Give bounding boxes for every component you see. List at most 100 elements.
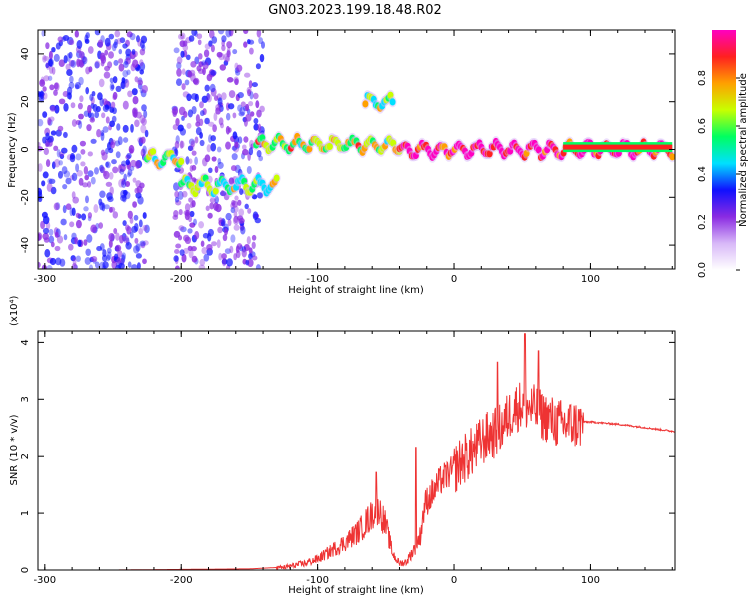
noise-speck (246, 166, 252, 174)
noise-speck (54, 158, 61, 168)
noise-speck (61, 147, 68, 154)
noise-speck (254, 217, 261, 224)
noise-speck (71, 207, 76, 216)
noise-speck (87, 151, 93, 157)
noise-speck (257, 192, 264, 199)
noise-speck (259, 105, 265, 113)
noise-speck (108, 232, 115, 242)
noise-speck (193, 218, 197, 226)
noise-speck (50, 241, 55, 248)
noise-speck (40, 76, 45, 85)
noise-speck (134, 222, 139, 232)
noise-speck (243, 30, 249, 35)
noise-speck (191, 164, 197, 171)
noise-speck (48, 235, 55, 244)
noise-speck (123, 60, 129, 69)
noise-speck (190, 60, 197, 68)
noise-speck (225, 112, 231, 121)
noise-speck (238, 208, 245, 217)
noise-speck (54, 245, 61, 252)
noise-speck (41, 30, 46, 37)
noise-speck (115, 264, 121, 269)
noise-speck (233, 211, 238, 217)
noise-speck (38, 261, 41, 268)
noise-speck (194, 30, 199, 37)
noise-speck (204, 43, 211, 50)
noise-speck (70, 59, 77, 68)
noise-speck (237, 104, 243, 112)
noise-speck (188, 197, 194, 203)
noise-speck (184, 79, 190, 86)
spectrogram-y-axis-label: Frequency (Hz) (7, 112, 18, 188)
noise-speck (94, 111, 100, 119)
noise-speck (194, 156, 198, 166)
noise-speck (228, 177, 235, 185)
noise-speck (214, 165, 219, 174)
noise-speck (114, 253, 119, 260)
noise-speck (49, 104, 56, 111)
noise-speck (238, 217, 245, 224)
noise-speck (97, 39, 104, 49)
noise-speck (188, 158, 193, 164)
noise-speck (214, 195, 220, 204)
noise-speck (216, 239, 221, 249)
noise-speck (113, 59, 119, 66)
noise-speck (183, 110, 188, 118)
noise-speck (180, 50, 185, 58)
spectrogram-x-tick-label: 0 (451, 274, 457, 285)
noise-speck (213, 95, 219, 101)
noise-speck (43, 237, 50, 243)
noise-speck (175, 118, 180, 126)
noise-speck (49, 116, 55, 122)
noise-speck (78, 177, 84, 186)
noise-speck (91, 90, 96, 97)
snr-y-tick-label: 0 (20, 567, 31, 573)
noise-speck (135, 192, 142, 199)
noise-speck (50, 186, 57, 195)
noise-speck (253, 123, 259, 131)
noise-speck (72, 196, 79, 204)
noise-speck (217, 30, 225, 35)
noise-speck (251, 241, 256, 249)
noise-speck (182, 44, 189, 52)
noise-speck (209, 30, 215, 39)
noise-speck (120, 189, 127, 199)
noise-speck (47, 75, 53, 81)
noise-speck (41, 180, 46, 187)
noise-speck (178, 33, 184, 40)
noise-speck (231, 153, 238, 161)
noise-speck (104, 37, 111, 47)
noise-speck (86, 124, 92, 132)
signal-cell (202, 174, 209, 182)
noise-speck (42, 215, 50, 225)
noise-speck (122, 220, 127, 227)
noise-speck (217, 161, 224, 169)
noise-speck (108, 51, 114, 59)
noise-speck (99, 164, 105, 174)
noise-speck (226, 50, 231, 58)
noise-speck (255, 100, 260, 109)
noise-speck (45, 62, 50, 69)
noise-speck (48, 50, 53, 60)
noise-speck (185, 54, 191, 61)
noise-speck (139, 59, 144, 67)
noise-speck (42, 111, 48, 118)
noise-speck (190, 245, 197, 252)
noise-speck (221, 258, 228, 265)
spectrogram-x-axis-label: Height of straight line (km) (288, 285, 424, 296)
noise-speck (68, 51, 73, 59)
noise-speck (232, 49, 238, 55)
snr-line-layer (38, 333, 675, 570)
noise-speck (211, 36, 218, 44)
noise-speck (251, 194, 258, 200)
noise-speck (85, 195, 89, 204)
noise-speck (96, 129, 102, 138)
noise-speck (95, 106, 101, 113)
noise-speck (135, 243, 141, 252)
noise-speck (175, 78, 183, 87)
noise-speck (203, 253, 210, 262)
noise-speck (77, 239, 82, 247)
noise-speck (122, 137, 129, 143)
